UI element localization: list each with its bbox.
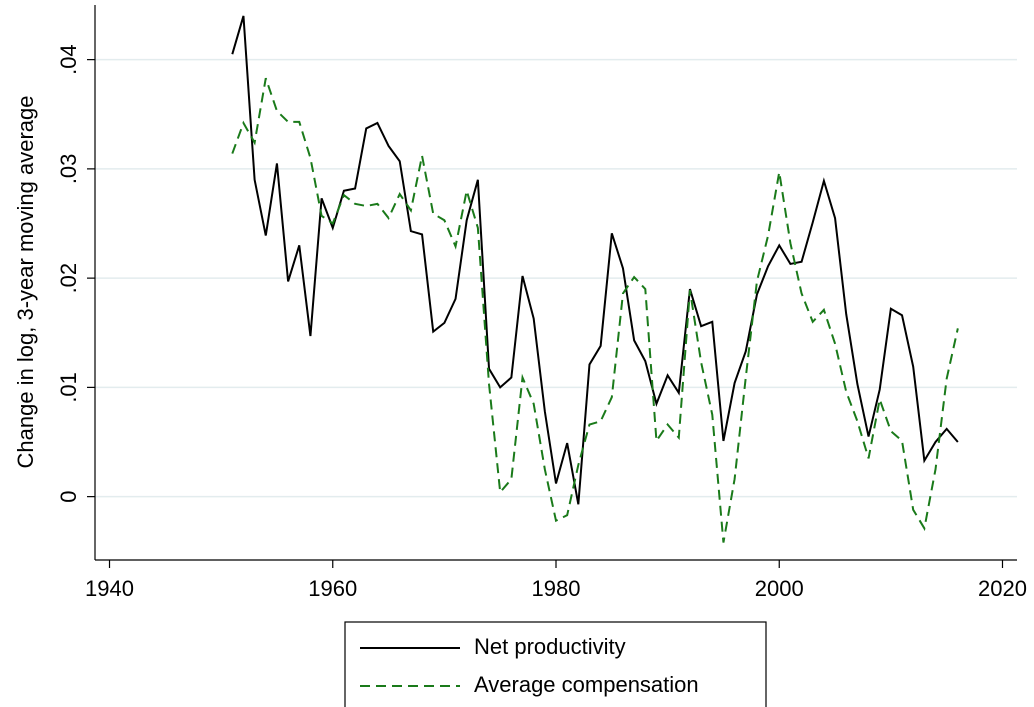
x-tick-label: 1960 [308, 576, 357, 601]
legend [344, 621, 767, 707]
y-tick-label: .03 [56, 154, 81, 185]
legend-label: Average compensation [474, 672, 699, 697]
x-tick-label: 2000 [755, 576, 804, 601]
y-tick-label: .02 [56, 263, 81, 294]
y-tick-label: 0 [56, 491, 81, 503]
y-axis-label: Change in log, 3-year moving average [13, 95, 38, 468]
series-line [231, 77, 959, 543]
legend-label: Net productivity [474, 634, 626, 659]
y-tick-label: .04 [56, 44, 81, 75]
x-tick-label: 1940 [85, 576, 134, 601]
x-tick-label: 1980 [532, 576, 581, 601]
y-tick-label: .01 [56, 372, 81, 403]
x-tick-label: 2020 [978, 576, 1027, 601]
series-line [231, 15, 959, 505]
